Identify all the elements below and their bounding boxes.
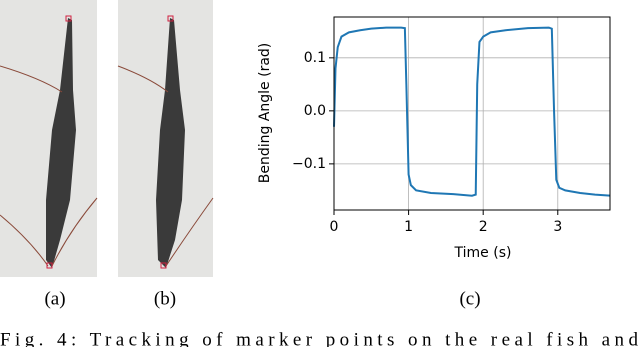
panel-label: (a) bbox=[44, 288, 65, 309]
y-tick-label: 0.0 bbox=[304, 103, 326, 119]
plot-frame bbox=[333, 16, 611, 211]
x-tick-label: 2 bbox=[479, 219, 488, 235]
x-axis-label: Time (s) bbox=[454, 245, 512, 261]
y-axis-label: Bending Angle (rad) bbox=[257, 43, 273, 184]
photo-a bbox=[0, 0, 98, 277]
y-tick-label: −0.1 bbox=[292, 156, 326, 172]
panel-label: (b) bbox=[154, 288, 176, 309]
x-tick-label: 1 bbox=[404, 219, 413, 235]
x-tick-label: 3 bbox=[553, 219, 562, 235]
panel-label: (c) bbox=[459, 288, 480, 309]
photo-b bbox=[117, 0, 214, 277]
y-tick-label: 0.1 bbox=[304, 50, 326, 66]
x-tick-label: 0 bbox=[330, 219, 339, 235]
caption: Fig. 4: Tracking of marker points on the… bbox=[0, 329, 639, 347]
data-line bbox=[333, 26, 611, 197]
